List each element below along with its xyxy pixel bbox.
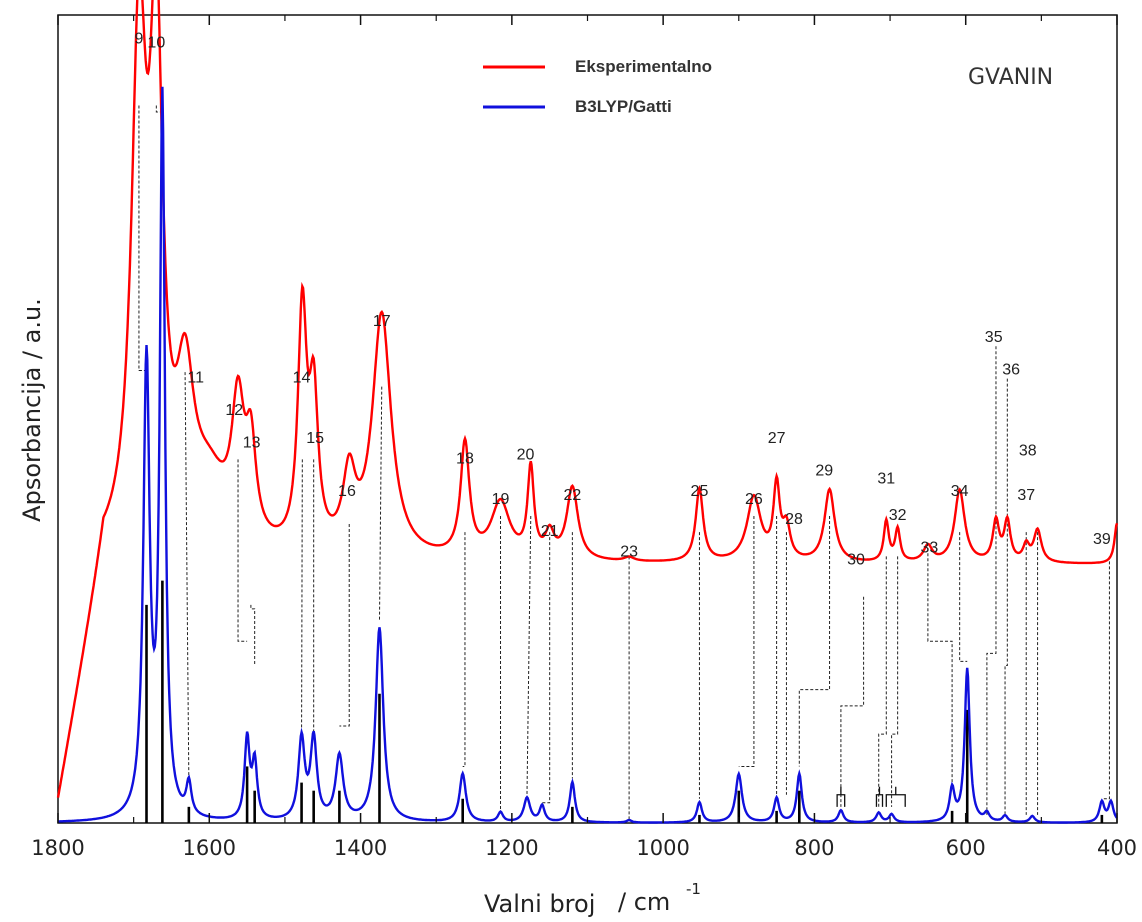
molecule-title: GVANIN [968, 65, 1053, 90]
peak-label-22: 22 [563, 487, 581, 504]
connector-29 [1101, 556, 1110, 800]
peak-label-19: 19 [492, 491, 510, 508]
connector-2 [184, 372, 190, 783]
peak-label-16: 16 [338, 483, 356, 500]
peak-label-17: 17 [373, 313, 391, 330]
connector-23 [927, 548, 953, 783]
x-axis-title: Valni broj / cm -1 [484, 880, 701, 918]
legend: Eksperimentalno B3LYP/Gatti [483, 57, 712, 116]
x-tick-label: 1200 [485, 836, 538, 860]
legend-label-0: Eksperimentalno [575, 57, 712, 76]
x-tick-label: 1400 [334, 836, 387, 860]
plot-frame [57, 14, 1118, 824]
x-tick-label: 800 [794, 836, 834, 860]
x-tick-label: 600 [946, 836, 986, 860]
peak-label-21: 21 [541, 523, 559, 540]
peak-label-35: 35 [985, 329, 1003, 346]
series-line-0 [56, 0, 1119, 798]
peak-connector-lines [138, 105, 1110, 819]
connector-11 [526, 515, 532, 795]
peak-label-30: 30 [847, 551, 865, 568]
axes: 1800 1600 1400 1200 1000 800 600 400 [31, 15, 1137, 860]
x-tick-label: 1800 [31, 836, 84, 860]
y-axis-title-text: Apsorbancija / a.u. [18, 298, 46, 522]
peak-label-26: 26 [745, 491, 763, 508]
peak-label-31: 31 [877, 471, 895, 488]
peak-label-36: 36 [1002, 362, 1020, 379]
peak-label-38: 38 [1019, 442, 1037, 459]
connector-22 [891, 556, 899, 807]
x-axis-unit: / cm [618, 888, 670, 916]
peak-label-34: 34 [951, 483, 969, 500]
connector-26 [1004, 378, 1008, 815]
peak-label-12: 12 [225, 402, 243, 419]
peak-label-32: 32 [889, 507, 907, 524]
peak-label-27: 27 [768, 430, 786, 447]
connector-7 [339, 524, 350, 727]
peak-label-14: 14 [293, 370, 311, 387]
calculated-stick-spectrum [145, 580, 1104, 823]
connector-21 [878, 556, 887, 807]
x-axis-unit-exponent: -1 [686, 880, 701, 898]
peak-label-29: 29 [815, 463, 833, 480]
legend-label-1: B3LYP/Gatti [575, 97, 672, 116]
connector-12 [542, 532, 551, 804]
bracket-2 [885, 786, 906, 807]
connector-24 [959, 532, 968, 662]
x-tick-label: 1600 [183, 836, 236, 860]
x-tick-label: 1000 [636, 836, 689, 860]
peak-label-10: 10 [147, 34, 165, 51]
peak-label-28: 28 [785, 511, 803, 528]
connector-25 [986, 346, 997, 815]
peak-label-25: 25 [691, 483, 709, 500]
peak-label-13: 13 [243, 434, 261, 451]
peak-label-33: 33 [921, 539, 939, 556]
peak-label-15: 15 [306, 430, 324, 447]
connector-19 [798, 515, 831, 767]
peak-label-20: 20 [517, 446, 535, 463]
connector-3 [237, 459, 248, 642]
x-tick-label: 400 [1097, 836, 1137, 860]
connector-16 [738, 515, 755, 767]
y-axis-title: Apsorbancija / a.u. [18, 298, 46, 522]
bracket-0 [836, 786, 846, 807]
series-line-1 [58, 86, 1118, 824]
connector-4 [250, 604, 256, 666]
x-axis-title-text: Valni broj [484, 890, 595, 918]
connector-20 [840, 596, 865, 807]
bracket-1 [875, 786, 884, 807]
peak-label-23: 23 [620, 543, 638, 560]
spectrum-series [56, 0, 1119, 824]
peak-label-11: 11 [187, 370, 204, 387]
peak-label-39: 39 [1093, 531, 1111, 548]
peak-label-18: 18 [456, 450, 474, 467]
peak-label-37: 37 [1017, 487, 1035, 504]
connector-5 [301, 459, 303, 735]
peak-label-9: 9 [134, 30, 143, 47]
connector-0 [138, 105, 147, 372]
connector-8 [378, 386, 383, 622]
plot-border [57, 14, 1118, 824]
connector-9 [462, 532, 466, 767]
